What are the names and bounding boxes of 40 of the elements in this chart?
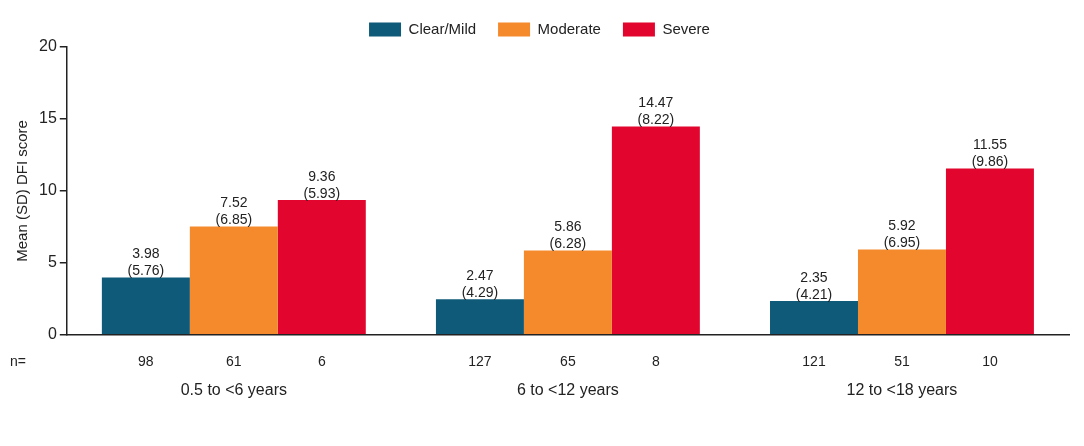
bar xyxy=(770,300,858,335)
bar xyxy=(435,299,524,335)
text: 98 xyxy=(138,352,154,369)
data-label: 2.47 (4.29) xyxy=(461,267,499,301)
data-label: 5.92 (6.95) xyxy=(883,217,921,251)
y-tick-label: 5 xyxy=(47,253,57,271)
data-label: 9.36 (5.93) xyxy=(303,167,341,201)
bar xyxy=(101,277,190,335)
y-axis-title: Mean (SD) DFI score xyxy=(13,120,31,262)
bar xyxy=(523,250,612,335)
text: 6 xyxy=(317,352,326,369)
text: n= xyxy=(10,352,26,369)
bar xyxy=(189,226,278,335)
data-label: 7.52 (6.85) xyxy=(215,194,253,228)
data-label: 2.35 (4.21) xyxy=(795,268,833,302)
y-tick-label: 20 xyxy=(39,37,57,55)
text: 51 xyxy=(894,352,910,369)
data-label: 5.86 (6.28) xyxy=(549,218,587,252)
x-tick-label: 0.5 to <6 years xyxy=(180,380,287,398)
y-tick-label: 10 xyxy=(39,181,57,199)
data-label: 14.47 (8.22) xyxy=(637,94,675,128)
bar xyxy=(945,168,1034,335)
text: 65 xyxy=(560,352,576,369)
x-tick-label: 6 to <12 years xyxy=(516,380,619,398)
x-tick-label: 12 to <18 years xyxy=(846,380,958,398)
y-tick-label: 15 xyxy=(39,109,57,127)
text: 61 xyxy=(226,352,242,369)
text: 10 xyxy=(982,352,998,369)
text: 127 xyxy=(468,352,492,369)
data-label: 11.55 (9.86) xyxy=(971,136,1009,170)
legend-label: Clear/Mild xyxy=(408,19,477,37)
bar xyxy=(277,200,366,335)
y-tick-label: 0 xyxy=(47,325,57,343)
bar xyxy=(611,126,700,335)
text: 8 xyxy=(651,352,660,369)
bar xyxy=(857,249,946,335)
legend-label: Severe xyxy=(662,19,710,37)
text: 121 xyxy=(802,352,826,369)
legend-label: Moderate xyxy=(537,19,601,37)
data-label: 3.98 (5.76) xyxy=(127,245,165,279)
